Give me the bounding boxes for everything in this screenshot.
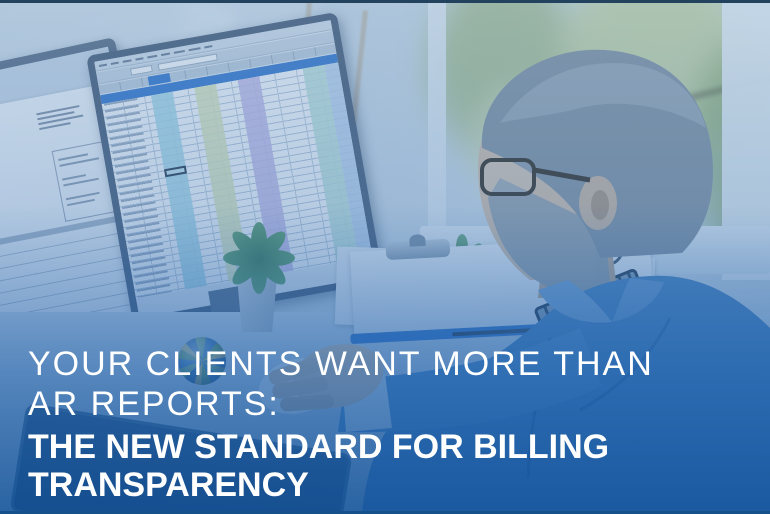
top-border-bar (0, 0, 770, 3)
headline-title-line2: TRANSPARENCY (28, 466, 309, 504)
headline-title-line1: THE NEW STANDARD FOR BILLING (28, 428, 610, 466)
headline-eyebrow-line2: AR REPORTS: (28, 385, 280, 423)
bottom-border-bar (0, 511, 770, 514)
headline-title: THE NEW STANDARD FOR BILLING TRANSPARENC… (28, 428, 609, 504)
headline-eyebrow: YOUR CLIENTS WANT MORE THAN AR REPORTS: (28, 344, 654, 424)
headline-eyebrow-line1: YOUR CLIENTS WANT MORE THAN (28, 345, 654, 383)
